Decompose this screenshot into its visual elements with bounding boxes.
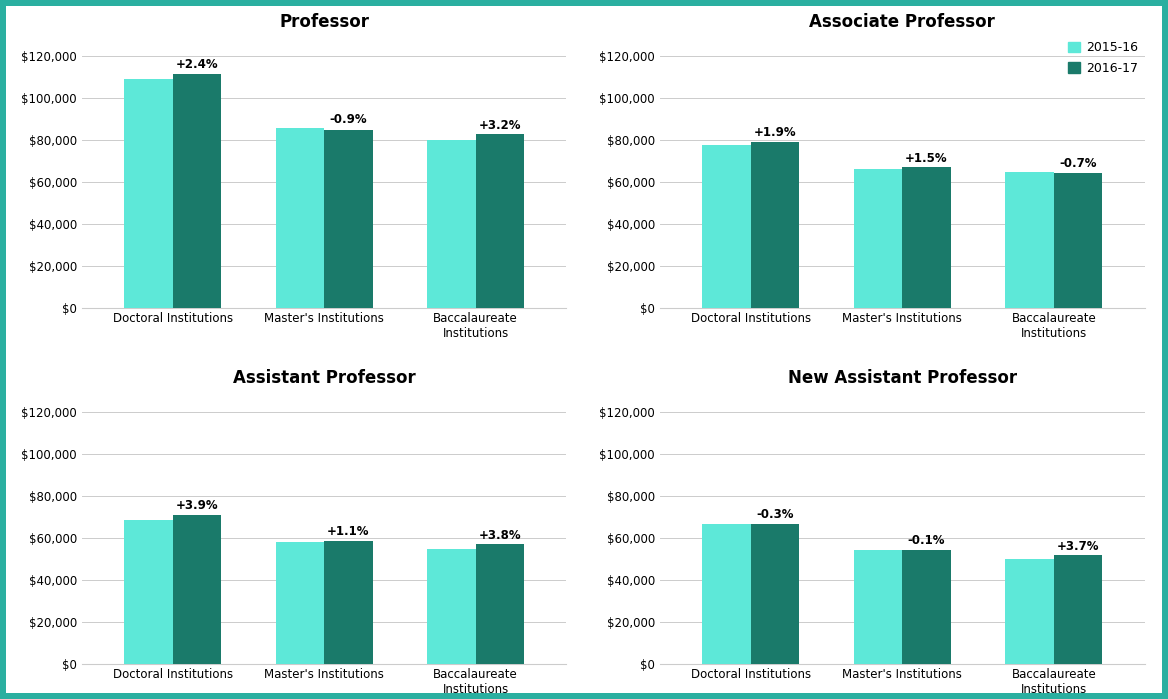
Bar [276, 542, 325, 664]
Bar [124, 520, 173, 664]
Text: +1.9%: +1.9% [753, 127, 797, 139]
Bar [276, 129, 325, 308]
Title: Assistant Professor: Assistant Professor [232, 369, 416, 387]
Bar [902, 167, 951, 308]
Bar [1006, 173, 1054, 308]
Text: +3.8%: +3.8% [479, 529, 521, 542]
Text: -0.3%: -0.3% [757, 508, 794, 521]
Bar [751, 524, 799, 664]
Bar [124, 79, 173, 308]
Bar [854, 169, 902, 308]
Bar [427, 140, 475, 308]
Bar [1054, 173, 1103, 308]
Bar [854, 549, 902, 664]
Text: +3.2%: +3.2% [479, 119, 521, 132]
Title: Associate Professor: Associate Professor [809, 13, 995, 31]
Bar [751, 142, 799, 308]
Title: New Assistant Professor: New Assistant Professor [787, 369, 1017, 387]
Bar [1006, 559, 1054, 664]
Text: +3.7%: +3.7% [1057, 540, 1099, 553]
Bar [324, 541, 373, 664]
Bar [427, 549, 475, 664]
Title: Professor: Professor [279, 13, 369, 31]
Bar [475, 545, 524, 664]
Bar [1054, 555, 1103, 664]
Text: -0.9%: -0.9% [329, 113, 367, 126]
Text: -0.7%: -0.7% [1059, 157, 1097, 170]
Bar [173, 514, 221, 664]
Bar [324, 130, 373, 308]
Bar [702, 145, 751, 308]
Text: +3.9%: +3.9% [175, 499, 218, 512]
Text: +2.4%: +2.4% [175, 58, 218, 71]
Bar [173, 74, 221, 308]
Text: -0.1%: -0.1% [908, 534, 945, 547]
Text: +1.5%: +1.5% [905, 152, 947, 164]
Bar [902, 550, 951, 664]
Text: +1.1%: +1.1% [327, 526, 369, 538]
Bar [475, 134, 524, 308]
Bar [702, 524, 751, 664]
Legend: 2015-16, 2016-17: 2015-16, 2016-17 [1063, 36, 1143, 80]
